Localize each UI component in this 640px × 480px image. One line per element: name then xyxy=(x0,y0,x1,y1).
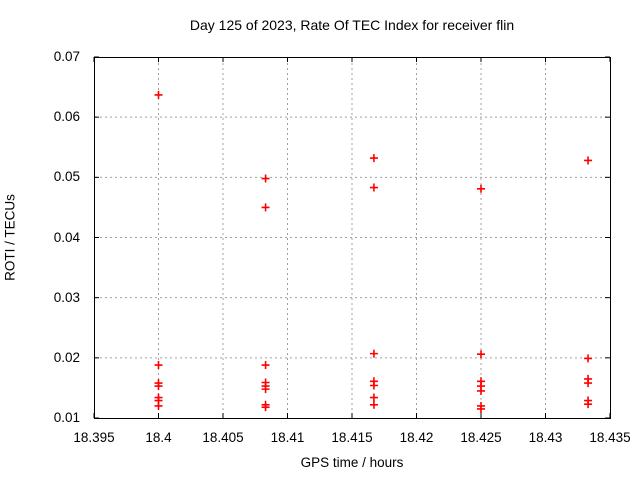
y-tick-label: 0.03 xyxy=(53,289,80,305)
data-point-marker xyxy=(261,385,270,394)
data-point-marker xyxy=(584,379,593,388)
x-tick-label: 18.415 xyxy=(331,430,373,445)
data-point-marker xyxy=(477,350,485,359)
y-tick-label: 0.04 xyxy=(53,229,80,245)
y-tick-label: 0.01 xyxy=(53,410,80,425)
data-point-marker xyxy=(584,156,593,165)
x-axis-label: GPS time / hours xyxy=(300,455,404,470)
data-point-marker xyxy=(261,203,270,212)
data-point-marker xyxy=(369,393,378,402)
data-point-marker xyxy=(369,400,378,409)
y-tick-label: 0.05 xyxy=(53,169,80,185)
x-tick-label: 18.435 xyxy=(589,430,631,445)
data-point-marker xyxy=(261,403,270,412)
y-tick-label: 0.07 xyxy=(53,49,80,64)
data-point-marker xyxy=(369,183,378,192)
data-point-marker xyxy=(477,184,485,193)
data-point-marker xyxy=(154,401,163,410)
x-tick-label: 18.405 xyxy=(202,430,244,445)
data-point-marker xyxy=(261,361,270,370)
data-point-marker xyxy=(154,361,163,370)
x-tick-label: 18.41 xyxy=(270,430,305,445)
data-point-marker xyxy=(584,354,593,363)
data-point-marker xyxy=(477,404,485,413)
data-point-marker xyxy=(584,400,593,409)
data-point-marker xyxy=(369,154,378,163)
data-point-marker xyxy=(154,90,163,99)
y-axis-label: ROTI / TECUs xyxy=(2,194,18,281)
data-point-marker xyxy=(369,349,378,358)
x-tick-label: 18.4 xyxy=(145,430,172,445)
chart-title: Day 125 of 2023, Rate Of TEC Index for r… xyxy=(189,17,515,33)
data-point-marker xyxy=(154,382,163,391)
y-tick-label: 0.06 xyxy=(53,109,80,125)
data-point-marker xyxy=(477,386,485,395)
x-tick-label: 18.395 xyxy=(73,430,115,445)
data-point-marker xyxy=(369,381,378,390)
x-tick-label: 18.42 xyxy=(399,430,434,445)
x-tick-label: 18.43 xyxy=(528,430,563,445)
data-point-marker xyxy=(261,174,270,183)
x-tick-label: 18.425 xyxy=(460,430,502,445)
y-tick-label: 0.02 xyxy=(53,349,80,365)
